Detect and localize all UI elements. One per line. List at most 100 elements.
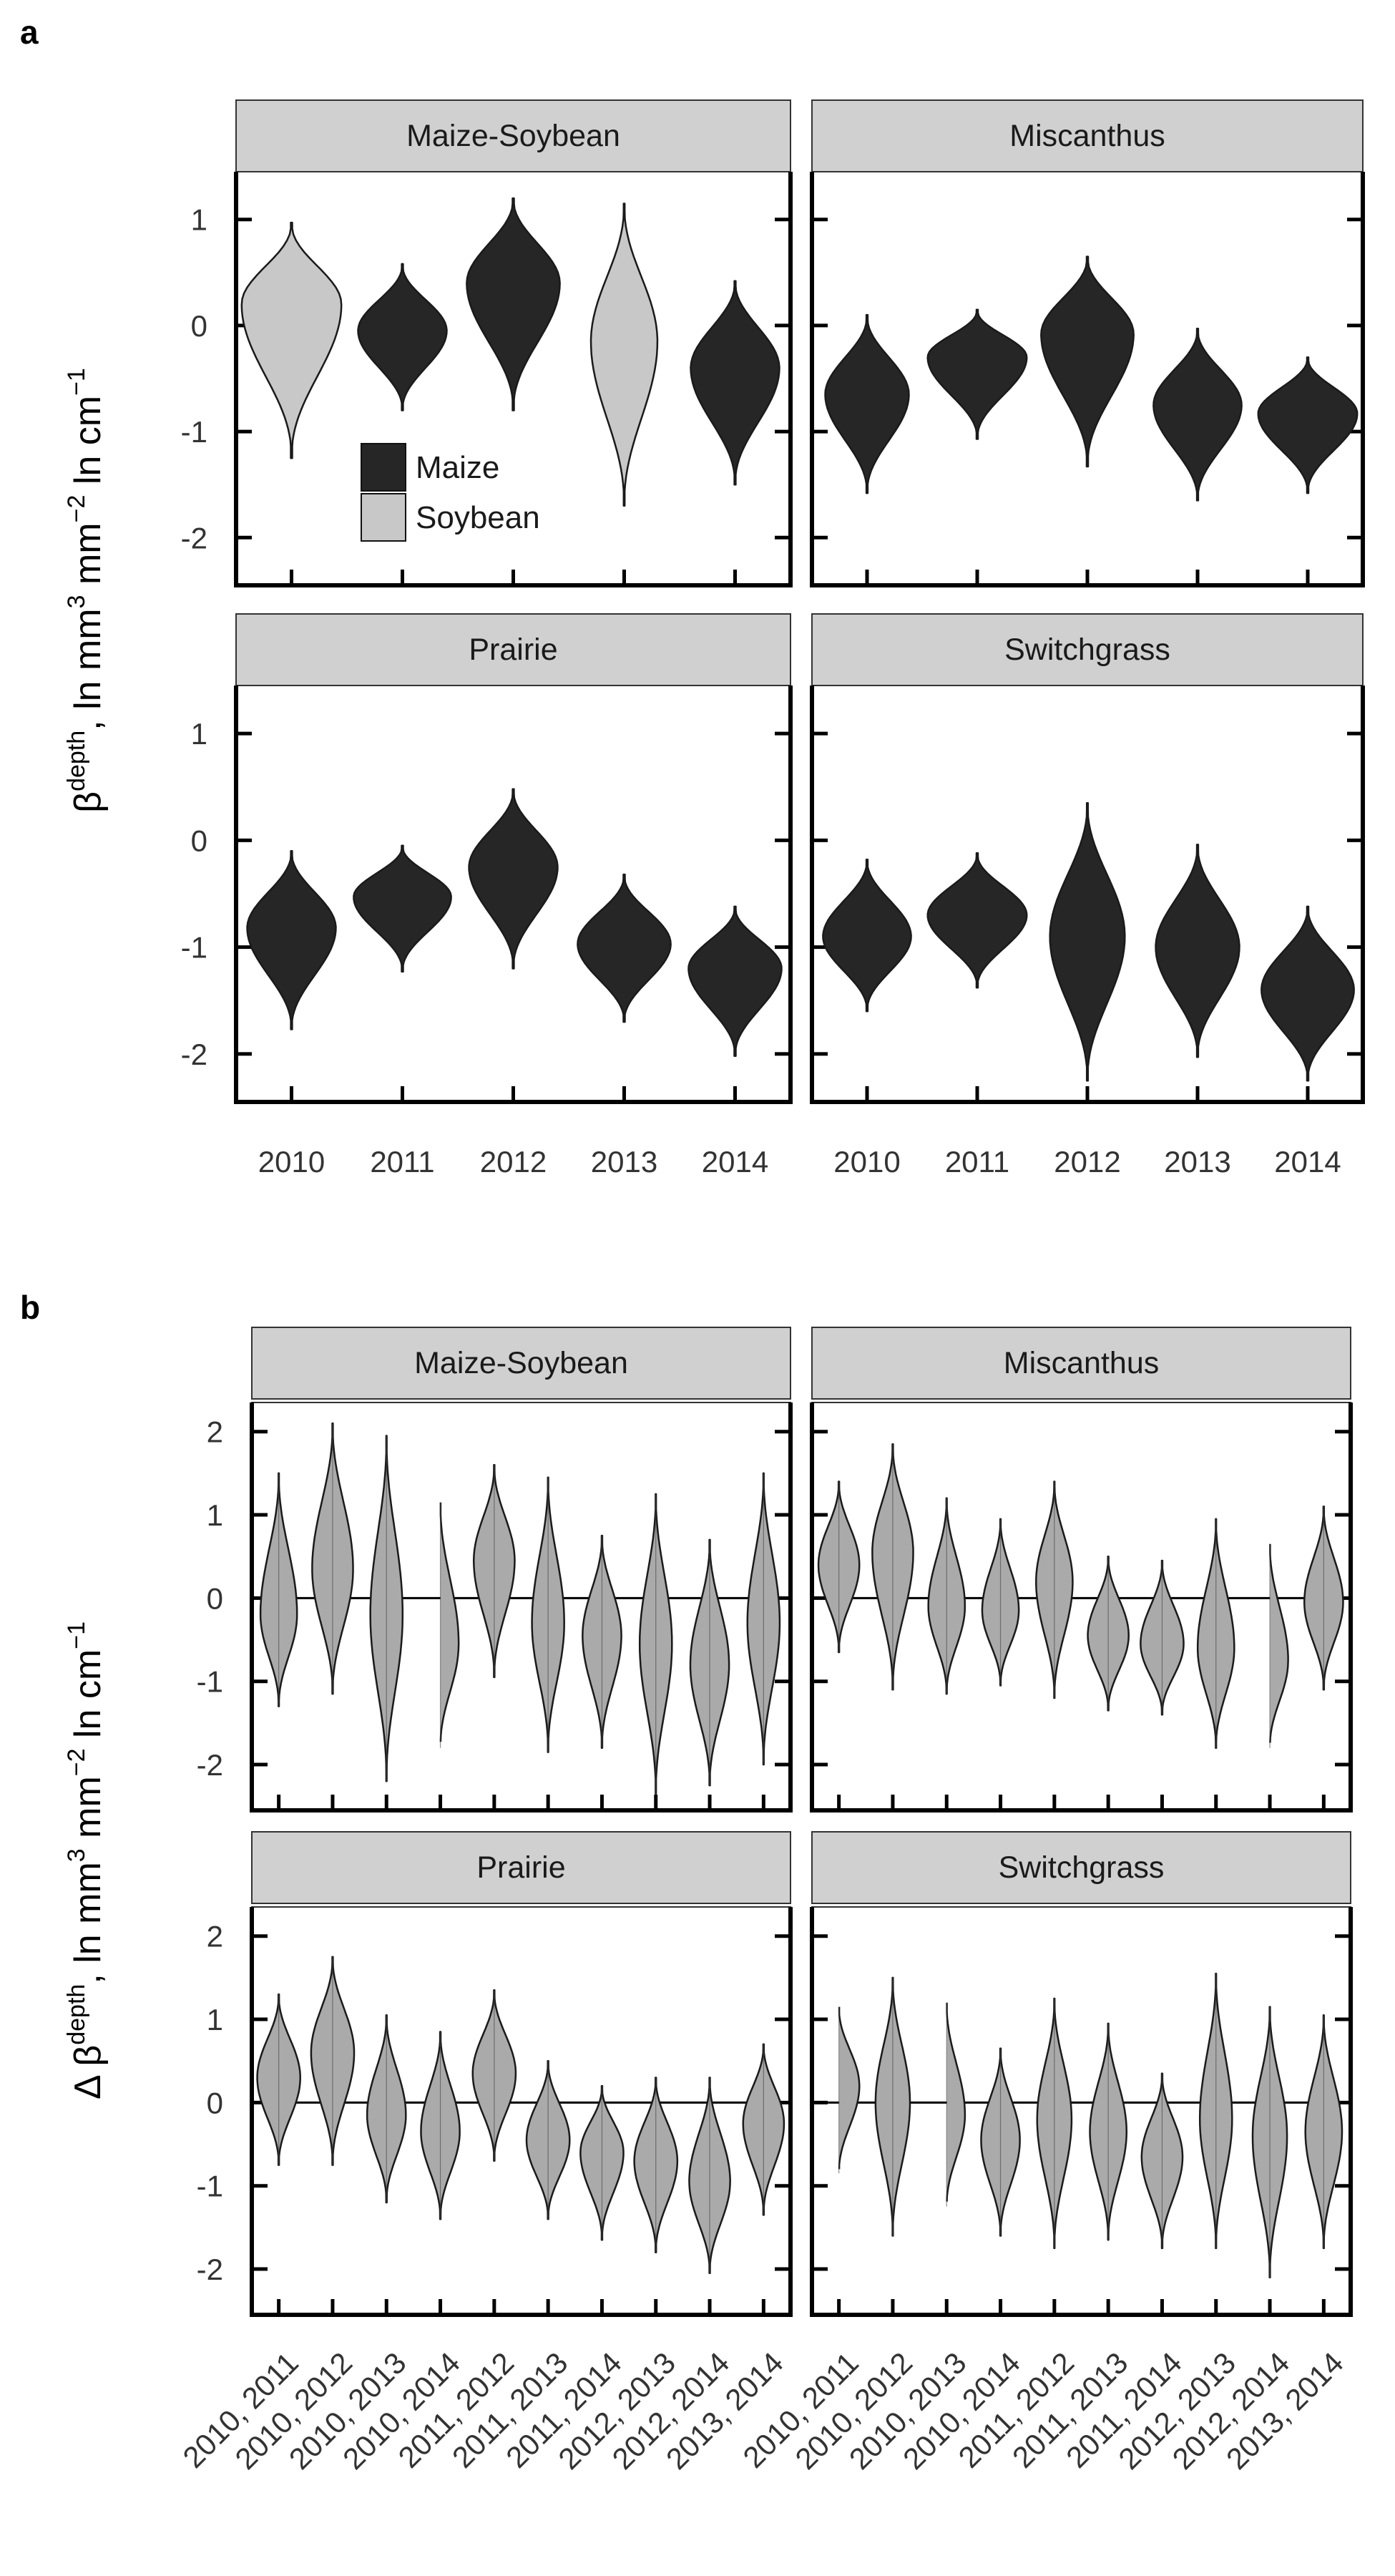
facet-strip-maize-soybean bbox=[251, 1327, 791, 1400]
violin-miscanthus-2013 bbox=[1152, 328, 1243, 502]
facet-a-miscanthus: Miscanthus bbox=[810, 99, 1365, 587]
facet-title-maize-soybean: Maize-Soybean bbox=[406, 119, 620, 153]
facet-b-maize-soybean: Maize-Soybean 2 1 0 -1 -2 bbox=[197, 1327, 793, 1813]
violin-prairie-2014 bbox=[687, 905, 783, 1058]
y-tick-label: 0 bbox=[207, 1581, 223, 1615]
violin-maize-soybean-2013 bbox=[589, 203, 659, 507]
violin-switchgrass-2010 bbox=[822, 858, 912, 1013]
facet-strip-prairie bbox=[251, 1831, 791, 1904]
violin-prairie-2013 bbox=[577, 873, 672, 1023]
x-tick-label: 2011 bbox=[370, 1145, 434, 1179]
violin-maize-soybean-2012 bbox=[466, 197, 561, 411]
ylabel-a-unit2: mm bbox=[67, 522, 109, 595]
ylabel-a-supm2: −2 bbox=[63, 495, 90, 523]
violin-switchgrass-2010-2013 bbox=[946, 2002, 966, 2202]
y-tick-label: 1 bbox=[207, 1498, 223, 1532]
ylabel-a-unit3: ln cm bbox=[67, 396, 109, 495]
y-tick-label: 0 bbox=[191, 824, 207, 857]
y-axis-title-b: Δ βdepth, ln mm3 mm−2 ln cm−1 bbox=[63, 1621, 109, 2099]
y-tick-label: 2 bbox=[207, 1920, 223, 1953]
y-tick-label: 2 bbox=[207, 1415, 223, 1449]
y-axis-title-b-text: Δ βdepth, ln mm3 mm−2 ln cm−1 bbox=[63, 1621, 109, 2099]
facet-title-maize-soybean: Maize-Soybean bbox=[414, 1346, 628, 1380]
ylabel-b-unit1: , ln mm bbox=[67, 1862, 109, 1984]
x-tick-label: 2012 bbox=[1054, 1145, 1120, 1179]
y-tick-label: 1 bbox=[207, 2003, 223, 2036]
violin-miscanthus-2012 bbox=[1040, 255, 1135, 468]
ylabel-a-sup3: 3 bbox=[63, 595, 90, 608]
ylabel-a-unit1: , ln mm bbox=[67, 608, 109, 730]
x-tick-label: 2013 bbox=[591, 1145, 657, 1179]
legend-swatch-soybean bbox=[361, 493, 406, 542]
legend-label-maize: Maize bbox=[416, 450, 499, 485]
facet-title-switchgrass: Switchgrass bbox=[999, 1850, 1165, 1885]
facet-title-switchgrass: Switchgrass bbox=[1004, 633, 1170, 667]
x-tick-label: 2011 bbox=[945, 1145, 1009, 1179]
ylabel-b-sup3: 3 bbox=[63, 1848, 90, 1862]
y-tick-label: -1 bbox=[197, 1665, 223, 1699]
ylabel-a-beta: β bbox=[67, 791, 109, 813]
facet-a-maize-soybean: Maize-Soybean 1 0 -1 -2 Maize Soybean bbox=[181, 99, 793, 587]
violin-switchgrass-2010-2011 bbox=[838, 2006, 861, 2170]
y-tick-label: -2 bbox=[197, 1748, 223, 1782]
facet-strip-switchgrass bbox=[811, 1831, 1351, 1904]
ylabel-b-sup-depth: depth bbox=[63, 1984, 90, 2045]
ylabel-b-unit3: ln cm bbox=[67, 1649, 109, 1749]
y-axis-title-a-text: βdepth, ln mm3 mm−2 ln cm−1 bbox=[63, 368, 109, 813]
ylabel-a-sup-depth: depth bbox=[63, 731, 90, 791]
violin-maize-soybean-2014 bbox=[690, 280, 780, 486]
violin-maize-soybean-2010 bbox=[240, 221, 343, 459]
violin-prairie-2011 bbox=[353, 844, 452, 973]
panel-letter-a: a bbox=[20, 14, 39, 51]
y-tick-label: 0 bbox=[207, 2086, 223, 2119]
legend-label-soybean: Soybean bbox=[416, 500, 540, 535]
facet-title-prairie: Prairie bbox=[469, 633, 557, 667]
y-tick-label: -2 bbox=[181, 1038, 207, 1071]
y-tick-label: -1 bbox=[181, 931, 207, 965]
violin-miscanthus-2014 bbox=[1257, 356, 1359, 494]
facet-title-miscanthus: Miscanthus bbox=[1009, 119, 1165, 153]
panel-letter-b: b bbox=[20, 1289, 41, 1326]
violin-miscanthus-2012-2014 bbox=[1269, 1543, 1289, 1743]
violin-switchgrass-2014 bbox=[1261, 905, 1355, 1082]
x-tick-label: 2014 bbox=[1274, 1145, 1341, 1179]
legend-swatch-maize bbox=[361, 443, 406, 492]
violin-maize-soybean-2010-2014 bbox=[439, 1502, 460, 1742]
x-tick-label: 2010 bbox=[833, 1145, 900, 1179]
x-tick-label: 2013 bbox=[1164, 1145, 1230, 1179]
y-tick-label: -2 bbox=[197, 2253, 223, 2286]
facet-a-prairie: Prairie 1 0 -1 -2 2010 2011 2012 2013 2014 bbox=[181, 613, 793, 1179]
x-tick-label: 2012 bbox=[480, 1145, 547, 1179]
y-tick-label: 1 bbox=[191, 717, 207, 751]
facet-strip-miscanthus bbox=[811, 99, 1364, 172]
violin-switchgrass-2013 bbox=[1155, 844, 1240, 1058]
violin-miscanthus-2010 bbox=[824, 313, 910, 494]
facet-title-prairie: Prairie bbox=[476, 1850, 565, 1885]
facet-title-miscanthus: Miscanthus bbox=[1004, 1346, 1159, 1380]
violin-miscanthus-2011 bbox=[926, 308, 1028, 440]
ylabel-a-supm1: −1 bbox=[63, 368, 90, 396]
ylabel-b-beta: Δ β bbox=[67, 2045, 109, 2099]
x-tick-label: 2010 bbox=[258, 1145, 325, 1179]
y-axis-title-a: βdepth, ln mm3 mm−2 ln cm−1 bbox=[63, 368, 109, 813]
ylabel-b-supm2: −2 bbox=[63, 1748, 90, 1776]
ylabel-b-supm1: −1 bbox=[63, 1621, 90, 1649]
y-tick-label: -1 bbox=[181, 415, 207, 449]
y-tick-label: 1 bbox=[191, 203, 207, 237]
violin-prairie-2012 bbox=[468, 788, 559, 970]
y-tick-label: -1 bbox=[197, 2170, 223, 2203]
facet-b-miscanthus: Miscanthus bbox=[810, 1327, 1353, 1813]
y-tick-label: -2 bbox=[181, 521, 207, 555]
facet-strip-switchgrass bbox=[811, 613, 1364, 686]
violin-switchgrass-2012 bbox=[1049, 801, 1126, 1082]
violin-maize-soybean-2011 bbox=[357, 263, 448, 411]
violin-prairie-2010 bbox=[246, 850, 337, 1030]
facet-strip-miscanthus bbox=[811, 1327, 1351, 1400]
y-tick-label: 0 bbox=[191, 309, 207, 343]
legend: Maize Soybean bbox=[361, 443, 540, 542]
ylabel-b-unit2: mm bbox=[67, 1776, 109, 1848]
violin-switchgrass-2011 bbox=[926, 852, 1028, 989]
